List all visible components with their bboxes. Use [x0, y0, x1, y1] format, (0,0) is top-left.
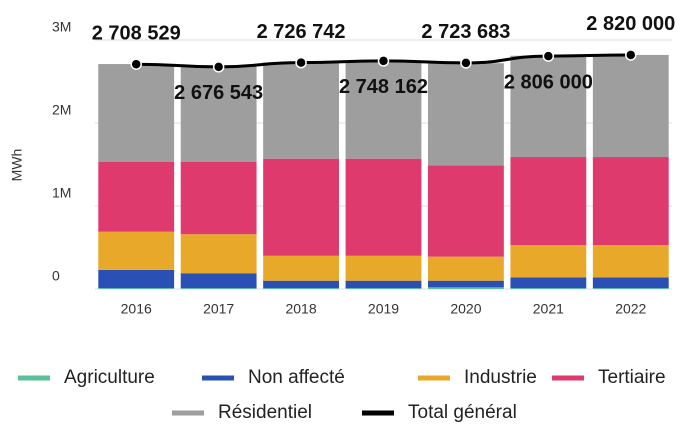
bar-segment	[510, 245, 587, 278]
data-label: 2 708 529	[92, 22, 181, 44]
x-tick-label: 2022	[615, 301, 646, 317]
bar-segment	[345, 60, 422, 159]
bar-segment	[180, 288, 257, 289]
legend-label: Total général	[408, 402, 517, 423]
bar-segment	[510, 277, 587, 289]
x-tick-label: 2018	[285, 301, 316, 317]
bar-segment	[263, 158, 339, 256]
bar-segment	[592, 288, 669, 289]
bar-segment	[592, 54, 669, 158]
bar-segment	[428, 63, 504, 166]
bar-segment	[510, 288, 587, 289]
x-tick-label: 2017	[203, 301, 234, 317]
bar-segment	[428, 287, 504, 289]
x-tick-label: 2019	[368, 301, 399, 317]
y-tick-label: 3M	[52, 19, 71, 35]
bar-segment	[592, 277, 669, 289]
bar-segment	[345, 158, 422, 256]
data-label: 2 723 683	[421, 21, 510, 43]
bar-segment	[345, 255, 422, 281]
legend-label: Agriculture	[64, 367, 155, 388]
line-point	[542, 50, 555, 62]
legend-label: Résidentiel	[218, 402, 312, 423]
data-label: 2 820 000	[586, 13, 675, 35]
bar-segment	[180, 66, 257, 163]
bar-segment	[180, 273, 257, 289]
bar-segment	[428, 280, 504, 288]
legend-label: Industrie	[464, 367, 537, 388]
bar-segment	[510, 157, 587, 246]
line-point	[377, 55, 390, 67]
bar-segment	[98, 64, 175, 163]
bar-segment	[428, 256, 504, 281]
line-point	[212, 61, 225, 73]
y-tick-label: 0	[52, 268, 60, 284]
legend-label: Non affecté	[248, 367, 345, 388]
bar-segment	[98, 288, 175, 289]
y-axis-label: MWh	[9, 149, 25, 182]
bar-segment	[345, 288, 422, 289]
bar-segment	[592, 157, 669, 246]
bar-segment	[263, 255, 339, 281]
data-label: 2 676 543	[174, 82, 263, 104]
bar-segment	[180, 234, 257, 274]
x-tick-label: 2016	[121, 301, 152, 317]
bar-segment	[180, 162, 257, 235]
bar-segment	[263, 62, 339, 159]
bar-segment	[345, 280, 422, 289]
y-tick-label: 1M	[52, 185, 71, 201]
bar-segment	[592, 245, 669, 278]
y-tick-label: 2M	[52, 102, 71, 118]
data-label: 2 806 000	[504, 71, 593, 93]
legend-label: Tertiaire	[598, 367, 666, 388]
x-tick-label: 2020	[450, 301, 481, 317]
bar-segment	[510, 55, 587, 158]
x-tick-label: 2021	[533, 301, 564, 317]
bar-segment	[428, 165, 504, 257]
line-point	[625, 49, 637, 61]
bar-segment	[98, 162, 175, 232]
bar-segment	[263, 280, 339, 289]
bar-segment	[98, 269, 175, 289]
bar-segment	[263, 288, 339, 289]
data-label: 2 726 742	[257, 21, 346, 43]
bar-segment	[98, 231, 175, 270]
line-point	[460, 57, 472, 69]
data-label: 2 748 162	[339, 76, 428, 98]
line-point	[295, 56, 307, 69]
line-point	[130, 58, 142, 70]
